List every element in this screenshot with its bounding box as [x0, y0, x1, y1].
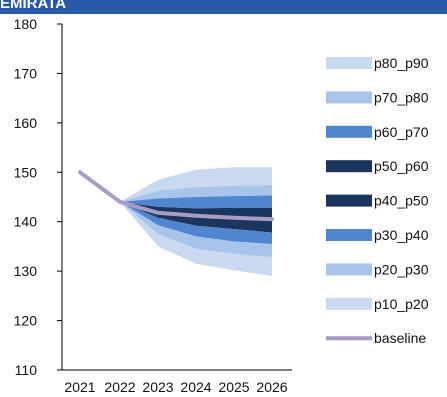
- y-tick-label: 170: [14, 65, 38, 81]
- baseline-line-group: [78, 170, 274, 222]
- legend-swatch-p30-p40: [326, 229, 372, 241]
- legend-swatch-p70-p80: [326, 91, 372, 104]
- x-tick-label: 2025: [218, 379, 249, 395]
- fan-bands: [120, 167, 272, 277]
- baseline-line: [78, 170, 274, 222]
- y-tick-label: 150: [14, 164, 38, 180]
- y-tick-label: 160: [14, 115, 38, 131]
- legend-label-p10-p20: p10_p20: [374, 296, 429, 312]
- band-p70-p80: [120, 185, 272, 202]
- legend-label-p50-p60: p50_p60: [374, 158, 429, 174]
- x-tick-label: 2022: [104, 379, 135, 395]
- y-tick-label: 180: [14, 16, 38, 32]
- x-tick-label: 2021: [64, 379, 95, 395]
- x-tick-label: 2024: [180, 379, 211, 395]
- legend-label-p80-p90: p80_p90: [374, 55, 429, 71]
- band-p10-p20: [120, 201, 272, 277]
- legend-label-p60-p70: p60_p70: [374, 124, 429, 140]
- legend-swatch-p10-p20: [326, 297, 372, 310]
- x-tick-label: 2023: [142, 379, 173, 395]
- legend-label-baseline: baseline: [374, 330, 426, 346]
- band-p60-p70: [120, 195, 272, 209]
- band-p20-p30: [120, 201, 272, 258]
- legend-swatch-p20-p30: [326, 263, 372, 276]
- band-p80-p90: [120, 167, 272, 202]
- band-p50-p60: [120, 201, 272, 220]
- legend-label-p40-p50: p40_p50: [374, 193, 429, 209]
- band-p30-p40: [120, 201, 272, 244]
- y-tick-label: 110: [15, 362, 38, 378]
- y-tick-label: 140: [14, 214, 38, 230]
- header-title: EMIRATA: [0, 0, 67, 12]
- x-tick-label: 2026: [256, 379, 287, 395]
- legend-swatch-p60-p70: [326, 125, 372, 138]
- axes: 110 120 130 140 150 160 170 180 2021 2022 2023 2024…: [14, 16, 292, 395]
- legend-label-p20-p30: p20_p30: [374, 261, 429, 277]
- legend-swatch-p80-p90: [326, 57, 372, 69]
- legend-swatch-p40-p50: [326, 194, 372, 207]
- legend-label-p30-p40: p30_p40: [374, 227, 429, 243]
- y-tick-label: 130: [14, 263, 38, 279]
- legend-swatch-p50-p60: [326, 160, 372, 173]
- legend: p80_p90 p70_p80 p60_p70 p50_p60 p40_p50 p30_p…: [326, 55, 429, 346]
- y-tick-label: 120: [14, 313, 38, 329]
- legend-label-p70-p80: p70_p80: [374, 89, 429, 105]
- header-bar: EMIRATA: [0, 0, 447, 14]
